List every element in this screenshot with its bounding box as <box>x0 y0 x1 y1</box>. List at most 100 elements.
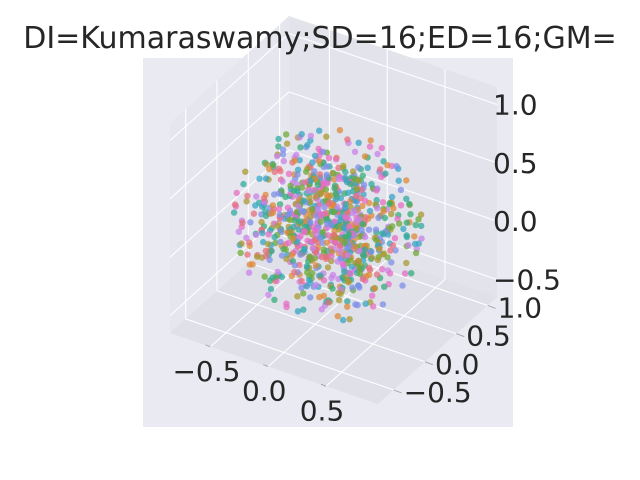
scatter-point <box>309 159 316 166</box>
scatter-point <box>379 199 387 206</box>
scatter-point <box>390 205 397 212</box>
scatter-point <box>275 205 283 213</box>
scatter-point <box>358 226 365 234</box>
scatter-point <box>297 218 304 225</box>
x-tick-mark <box>263 364 269 367</box>
scatter-point <box>253 231 260 239</box>
scatter-point <box>314 181 322 189</box>
scatter-point <box>304 237 311 244</box>
y-tick-mark <box>487 304 496 309</box>
scatter-point <box>307 219 314 226</box>
x-tick-label: 0.0 <box>242 375 287 408</box>
scatter-point <box>403 195 410 202</box>
scatter-point <box>342 168 349 176</box>
scatter-point <box>325 154 333 162</box>
scatter-point <box>325 199 333 207</box>
scatter-point <box>316 294 323 301</box>
scatter-point <box>279 146 287 153</box>
scatter-point <box>359 202 366 210</box>
scatter-point <box>372 226 380 233</box>
scatter-point <box>267 210 275 217</box>
scatter-point <box>330 208 338 216</box>
scatter-point <box>356 284 363 291</box>
scatter-point <box>294 187 301 195</box>
scatter-point <box>293 151 300 159</box>
scatter-point <box>380 158 387 165</box>
scatter-point <box>311 168 318 175</box>
scatter-point <box>344 298 351 305</box>
scatter-point <box>243 234 250 241</box>
scatter-point <box>297 144 304 151</box>
scatter-point <box>373 236 380 244</box>
y-tick-mark <box>456 333 465 338</box>
scatter-point <box>374 256 382 263</box>
scatter-point <box>346 242 353 249</box>
scatter-point <box>320 277 328 284</box>
scatter-point <box>253 193 260 200</box>
scatter-point <box>319 148 327 156</box>
scatter-point <box>318 211 325 218</box>
grid-line <box>288 32 498 106</box>
scatter-point <box>283 303 290 311</box>
scatter-point <box>324 264 332 271</box>
scatter-point <box>333 156 340 163</box>
scatter-point <box>381 250 388 257</box>
scatter-point <box>262 252 270 260</box>
scatter-point <box>269 274 276 281</box>
scatter-point <box>239 219 246 226</box>
scatter-point <box>317 218 324 226</box>
scatter-point <box>242 168 249 175</box>
scatter-point <box>360 252 368 259</box>
scatter-point <box>392 247 399 254</box>
scatter-point <box>319 229 326 236</box>
scatter-point <box>328 274 335 282</box>
scatter-point <box>408 270 415 277</box>
scatter-point <box>315 206 322 213</box>
scatter-point <box>388 193 396 201</box>
scatter-point <box>323 133 330 140</box>
scatter-point <box>262 175 270 182</box>
scatter-point <box>284 204 292 211</box>
scatter-point <box>335 175 342 183</box>
scatter-point <box>380 208 387 215</box>
scatter-point <box>271 191 278 198</box>
scatter-point <box>362 300 369 307</box>
scatter-point <box>342 204 349 212</box>
scatter-point <box>285 170 293 177</box>
scatter-point <box>356 265 363 272</box>
scatter-point <box>399 282 406 289</box>
scatter-point <box>312 262 320 269</box>
scatter-point <box>262 247 270 255</box>
scatter-point <box>294 166 302 173</box>
scatter-point <box>325 299 332 306</box>
y-tick-label: 1.0 <box>498 291 543 324</box>
scatter-point <box>355 257 363 264</box>
scatter-point <box>312 281 320 289</box>
scatter-point <box>323 220 331 227</box>
scatter-point <box>291 262 299 269</box>
scatter-point <box>291 269 298 276</box>
scatter-point <box>355 164 362 171</box>
scatter-point <box>307 177 314 185</box>
z-tick-label: 0.5 <box>493 147 538 180</box>
scatter-point <box>412 249 420 257</box>
scatter-point <box>339 316 347 324</box>
y-tick-mark <box>424 361 434 366</box>
scatter-point <box>379 230 386 237</box>
scatter-point <box>332 239 339 247</box>
tick-labels: −0.50.00.5−0.50.00.51.0−0.50.00.51.0 <box>172 89 561 428</box>
scatter-point <box>405 242 412 249</box>
scatter-point <box>312 193 320 200</box>
scatter-point <box>386 201 393 208</box>
scatter-point <box>307 132 315 140</box>
scatter-point <box>336 127 344 134</box>
scatter-point <box>261 273 268 280</box>
scatter-point <box>361 246 368 253</box>
scatter-point <box>320 180 327 188</box>
scatter-point <box>344 252 352 259</box>
z-tick-label: 0.0 <box>493 205 538 238</box>
floor-pane <box>170 226 497 404</box>
scatter-point <box>403 233 411 241</box>
scatter-point <box>328 253 335 260</box>
scatter-point <box>279 151 287 158</box>
